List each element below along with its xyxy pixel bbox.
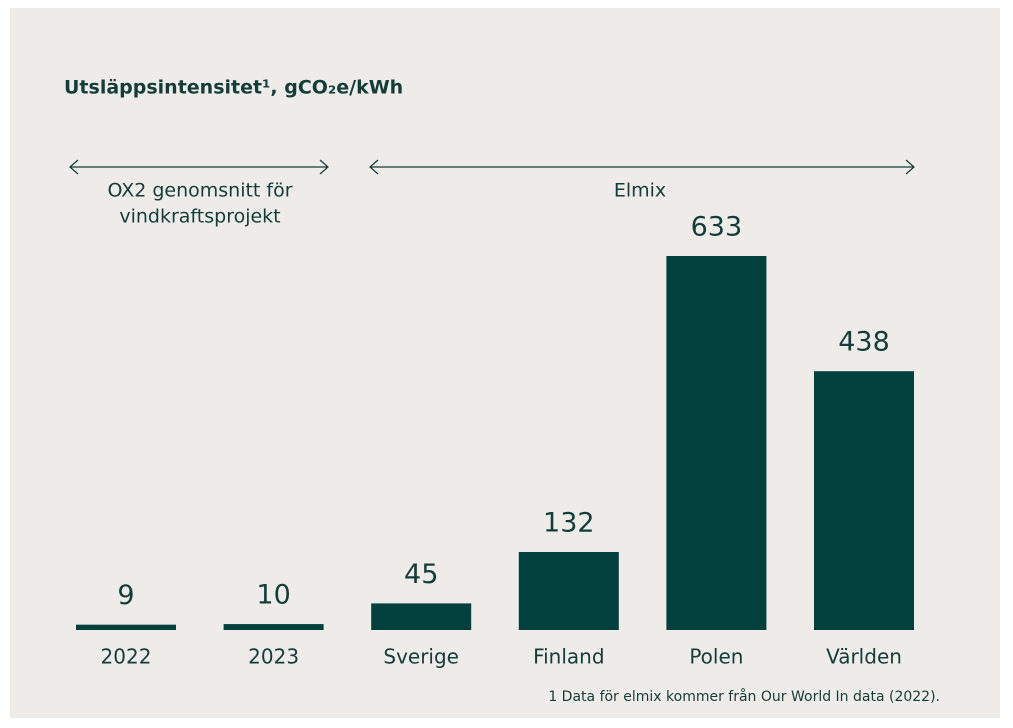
- data-label: 438: [838, 327, 890, 358]
- data-label: 9: [117, 580, 134, 611]
- bar: [518, 552, 619, 630]
- chart-title: Utsläppsintensitet¹, gCO₂e/kWh: [64, 77, 403, 99]
- bar: [666, 256, 767, 630]
- group-label: Elmix: [614, 180, 666, 202]
- bar: [76, 624, 176, 630]
- x-tick-label: Polen: [689, 645, 743, 669]
- data-label: 45: [404, 559, 438, 590]
- data-label: 633: [691, 212, 743, 243]
- x-tick-label: 2023: [248, 645, 299, 669]
- group-label: vindkraftsprojekt: [119, 206, 280, 228]
- bar: [223, 624, 324, 630]
- group-arrow: [369, 159, 915, 175]
- data-label: 10: [256, 580, 290, 611]
- x-tick-label: 2022: [101, 645, 152, 669]
- footnote: 1 Data för elmix kommer från Our World I…: [548, 688, 940, 705]
- bar: [371, 603, 472, 630]
- x-tick-label: Världen: [826, 645, 902, 669]
- x-tick-label: Finland: [533, 645, 604, 669]
- data-label: 132: [543, 508, 595, 539]
- x-tick-label: Sverige: [383, 645, 459, 669]
- group-arrow: [69, 159, 329, 175]
- bar: [814, 371, 914, 630]
- group-label: OX2 genomsnitt för: [107, 180, 292, 202]
